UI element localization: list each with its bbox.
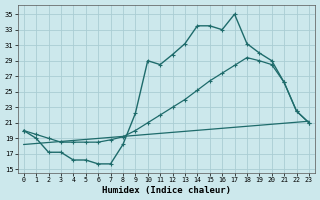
- X-axis label: Humidex (Indice chaleur): Humidex (Indice chaleur): [102, 186, 231, 195]
